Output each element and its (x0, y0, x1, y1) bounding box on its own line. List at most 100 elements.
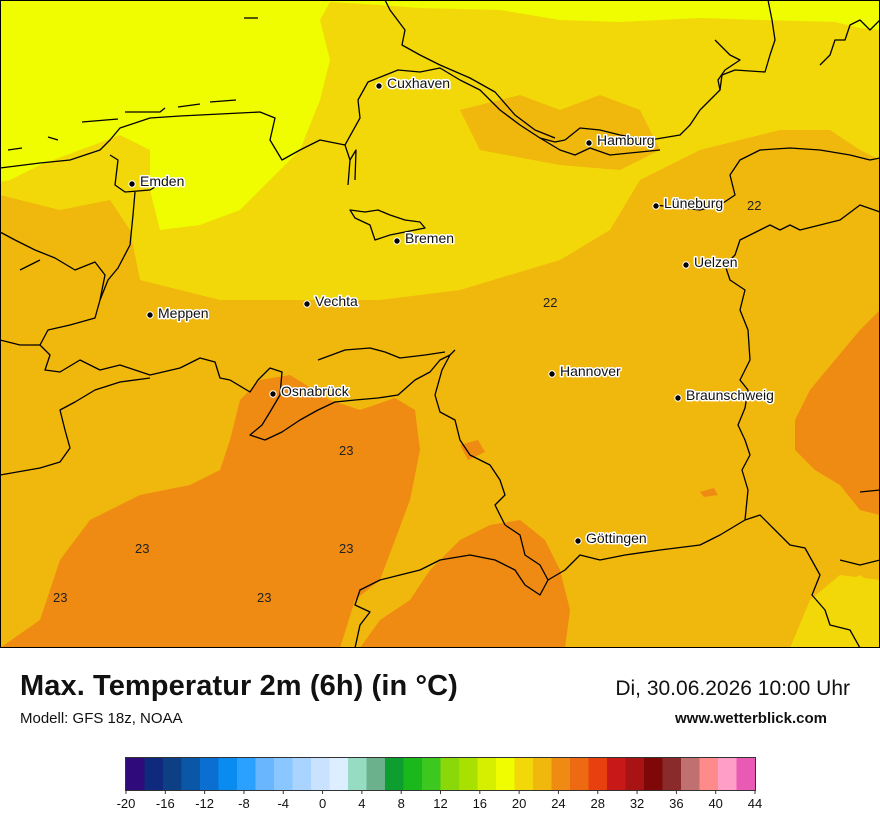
scale-swatch (625, 758, 645, 790)
scale-swatch (459, 758, 478, 790)
scale-swatch (440, 758, 460, 790)
scale-swatch (514, 758, 534, 790)
scale-swatch (699, 758, 719, 790)
scale-swatch (218, 758, 238, 790)
scale-tick-label: 36 (669, 796, 683, 811)
scale-swatch (181, 758, 201, 790)
city-emden: Emden (128, 172, 186, 191)
color-scale-ticks: -20 -16 -12 -8 -4 0 4 8 12 16 20 24 28 32 36 40 44 (117, 790, 762, 811)
map-title: Max. Temperatur 2m (6h) (in °C) (20, 670, 458, 702)
scale-tick-label: 44 (748, 796, 762, 811)
scale-swatch (551, 758, 571, 790)
scale-swatch (255, 758, 275, 790)
scale-tick-label: 4 (358, 796, 365, 811)
scale-swatch (366, 758, 386, 790)
coast-elbe (377, 67, 566, 143)
city-hamburg: Hamburg (585, 131, 656, 150)
color-scale-swatches (126, 758, 756, 790)
city-label-hamburg: Hamburg (597, 132, 655, 148)
scale-tick-label: 8 (398, 796, 405, 811)
scale-swatch (644, 758, 663, 790)
city-label-vechta: Vechta (315, 293, 358, 309)
scale-swatch (126, 758, 145, 790)
temp-patch-20-ne (820, 575, 880, 648)
contour-label-layer: 22 22 23 23 23 23 23 (53, 198, 761, 605)
border-misc-2 (19, 259, 41, 271)
scale-tick-label: 24 (551, 796, 565, 811)
island-2 (47, 136, 59, 141)
scale-swatch (200, 758, 219, 790)
scale-tick-label: 20 (512, 796, 526, 811)
coast-ems (109, 154, 161, 193)
city-lueneburg: Lüneburg (652, 194, 725, 213)
island-1 (7, 147, 23, 151)
scale-swatch (348, 758, 367, 790)
island-5 (177, 103, 201, 108)
scale-swatch (237, 758, 256, 790)
contour-label: 23 (339, 541, 353, 556)
city-label-braunschweig: Braunschweig (686, 387, 774, 403)
scale-swatch (681, 758, 700, 790)
city-hannover: Hannover (548, 362, 623, 381)
scale-tick-label: -4 (277, 796, 289, 811)
city-label-emden: Emden (140, 173, 184, 189)
temp-spot-24 (460, 440, 485, 460)
temp-band-24-east (795, 310, 880, 515)
temp-spot-24b (700, 488, 718, 497)
scale-swatch (607, 758, 626, 790)
border-nrw (229, 354, 506, 526)
city-label-lueneburg: Lüneburg (664, 195, 723, 211)
scale-swatch (533, 758, 552, 790)
border-hh (539, 137, 661, 156)
city-uelzen: Uelzen (682, 253, 739, 272)
model-info: Modell: GFS 18z, NOAA (20, 710, 183, 727)
scale-swatch (422, 758, 441, 790)
city-label-bremen: Bremen (405, 230, 454, 246)
scale-tick-label: -12 (195, 796, 214, 811)
border-misc-1 (449, 349, 456, 356)
scale-swatch (403, 758, 423, 790)
scale-tick-label: 32 (630, 796, 644, 811)
city-cuxhaven: Cuxhaven (375, 74, 452, 93)
border-misc-4 (859, 489, 880, 493)
temp-band-18 (0, 0, 880, 230)
scale-tick-label: 12 (433, 796, 447, 811)
city-label-osnabrueck: Osnabrück (281, 383, 350, 399)
city-vechta: Vechta (303, 292, 360, 311)
scale-swatch (477, 758, 497, 790)
city-label-uelzen: Uelzen (694, 254, 738, 270)
coast-west (0, 111, 351, 186)
city-braunschweig: Braunschweig (674, 386, 775, 405)
city-label-hannover: Hannover (560, 363, 621, 379)
city-goettingen: Göttingen (574, 529, 648, 548)
temperature-map: Cuxhaven Hamburg Emden Lüneburg Bremen U… (0, 0, 880, 648)
border-sh (564, 39, 741, 141)
scale-swatch (588, 758, 608, 790)
scale-swatch (274, 758, 293, 790)
coast-weser (344, 77, 379, 146)
city-label-goettingen: Göttingen (586, 530, 647, 546)
scale-swatch (311, 758, 330, 790)
scale-tick-label: -8 (238, 796, 250, 811)
scale-swatch (662, 758, 682, 790)
forecast-datetime: Di, 30.06.2026 10:00 Uhr (615, 677, 850, 700)
scale-swatch (570, 758, 589, 790)
border-nl-2 (0, 339, 40, 346)
border-thueringen (547, 514, 861, 648)
contour-label: 22 (543, 295, 557, 310)
city-bremen: Bremen (393, 229, 456, 248)
contour-label: 23 (257, 590, 271, 605)
website-link[interactable]: www.wetterblick.com (675, 710, 827, 727)
scale-swatch (736, 758, 756, 790)
city-meppen: Meppen (146, 304, 210, 323)
contour-label: 23 (53, 590, 67, 605)
scale-tick-label: 28 (591, 796, 605, 811)
border-bremen (349, 209, 426, 241)
coast-weser-2 (349, 149, 357, 181)
city-label-meppen: Meppen (158, 305, 209, 321)
contour-label: 22 (747, 198, 761, 213)
city-layer: Cuxhaven Hamburg Emden Lüneburg Bremen U… (128, 74, 775, 548)
scale-swatch (144, 758, 164, 790)
contour-label: 23 (339, 443, 353, 458)
scale-swatch (385, 758, 404, 790)
